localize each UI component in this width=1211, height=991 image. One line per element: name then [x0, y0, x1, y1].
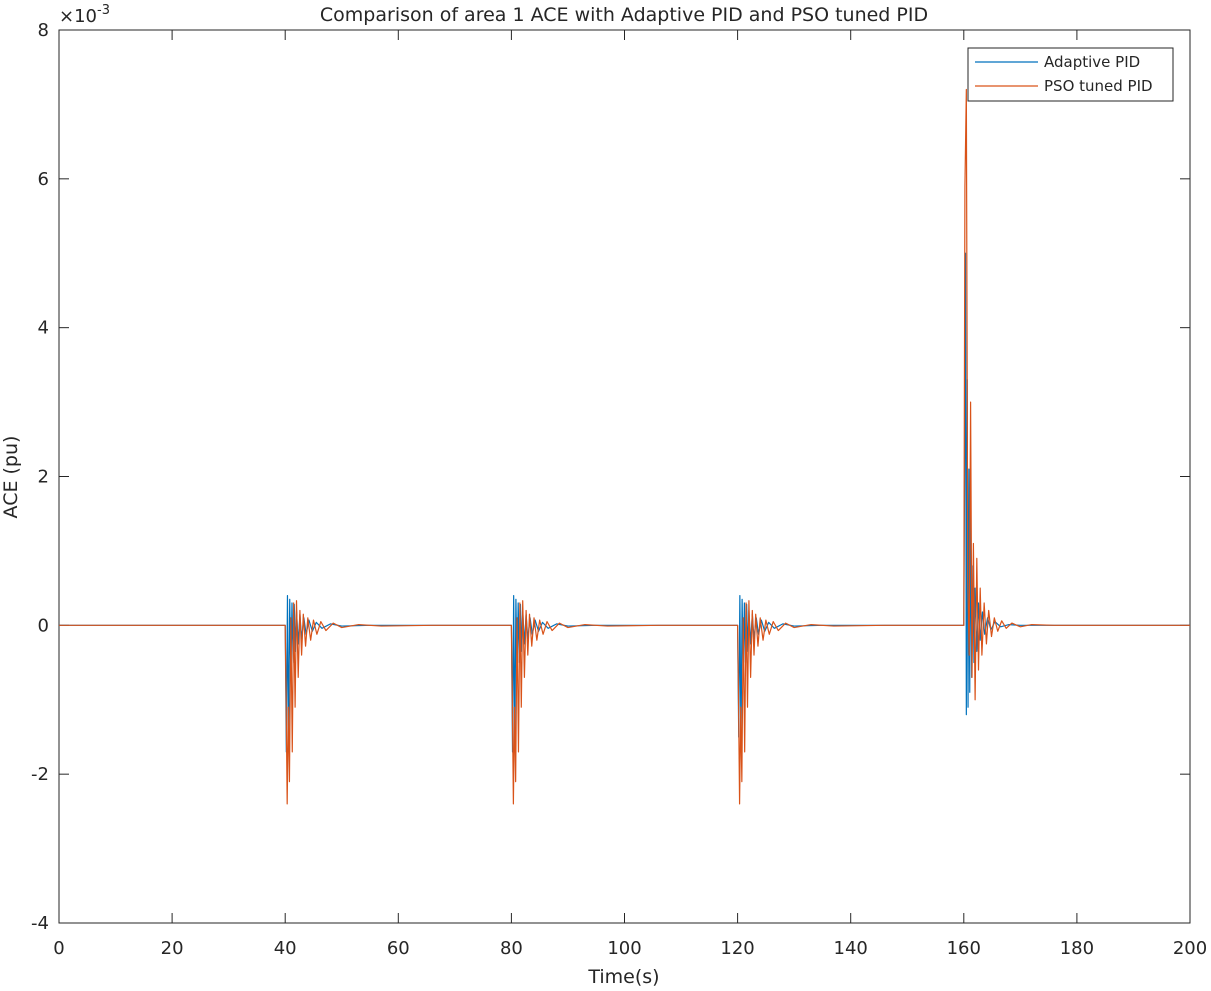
x-tick-label: 180: [1060, 938, 1094, 959]
x-tick-label: 60: [387, 938, 410, 959]
y-tick-label: 0: [38, 615, 49, 636]
y-tick-label: 2: [38, 467, 49, 488]
x-tick-label: 200: [1173, 938, 1207, 959]
y-tick-label: 8: [38, 20, 49, 41]
x-tick-label: 0: [53, 938, 64, 959]
plot-area: [58, 29, 1191, 924]
series-layer: [59, 88, 1190, 805]
y-tick-label: 4: [38, 318, 49, 339]
y-tick-label: -4: [31, 913, 49, 934]
legend-box: [967, 47, 1174, 102]
legend-label-adaptive-pid: Adaptive PID: [1044, 53, 1140, 71]
axis-ticks: [58, 29, 1191, 924]
x-tick-label: 100: [607, 938, 641, 959]
y-exponent-base: ×10: [59, 6, 97, 27]
x-tick-label: 40: [274, 938, 297, 959]
chart-title: Comparison of area 1 ACE with Adaptive P…: [320, 4, 928, 26]
y-axis-label: ACE (pu): [0, 436, 22, 519]
y-exponent-power: -3: [97, 3, 110, 18]
y-tick-label: -2: [31, 764, 49, 785]
x-tick-label: 140: [834, 938, 868, 959]
legend: Adaptive PID PSO tuned PID: [967, 47, 1174, 102]
x-tick-label: 120: [720, 938, 754, 959]
legend-label-pso-tuned-pid: PSO tuned PID: [1044, 77, 1153, 95]
y-exponent: ×10-3: [59, 3, 110, 27]
x-axis-label: Time(s): [587, 966, 659, 988]
x-tick-label: 20: [161, 938, 184, 959]
tick-labels: 0 20 40 60 80 100 120 140 160 180 200 -4 -2 0 2 4 6 8: [31, 20, 1207, 959]
y-tick-label: 6: [38, 169, 49, 190]
series-line-pso-tuned-pid: [59, 88, 1190, 805]
x-tick-label: 160: [947, 938, 981, 959]
x-tick-label: 80: [500, 938, 523, 959]
